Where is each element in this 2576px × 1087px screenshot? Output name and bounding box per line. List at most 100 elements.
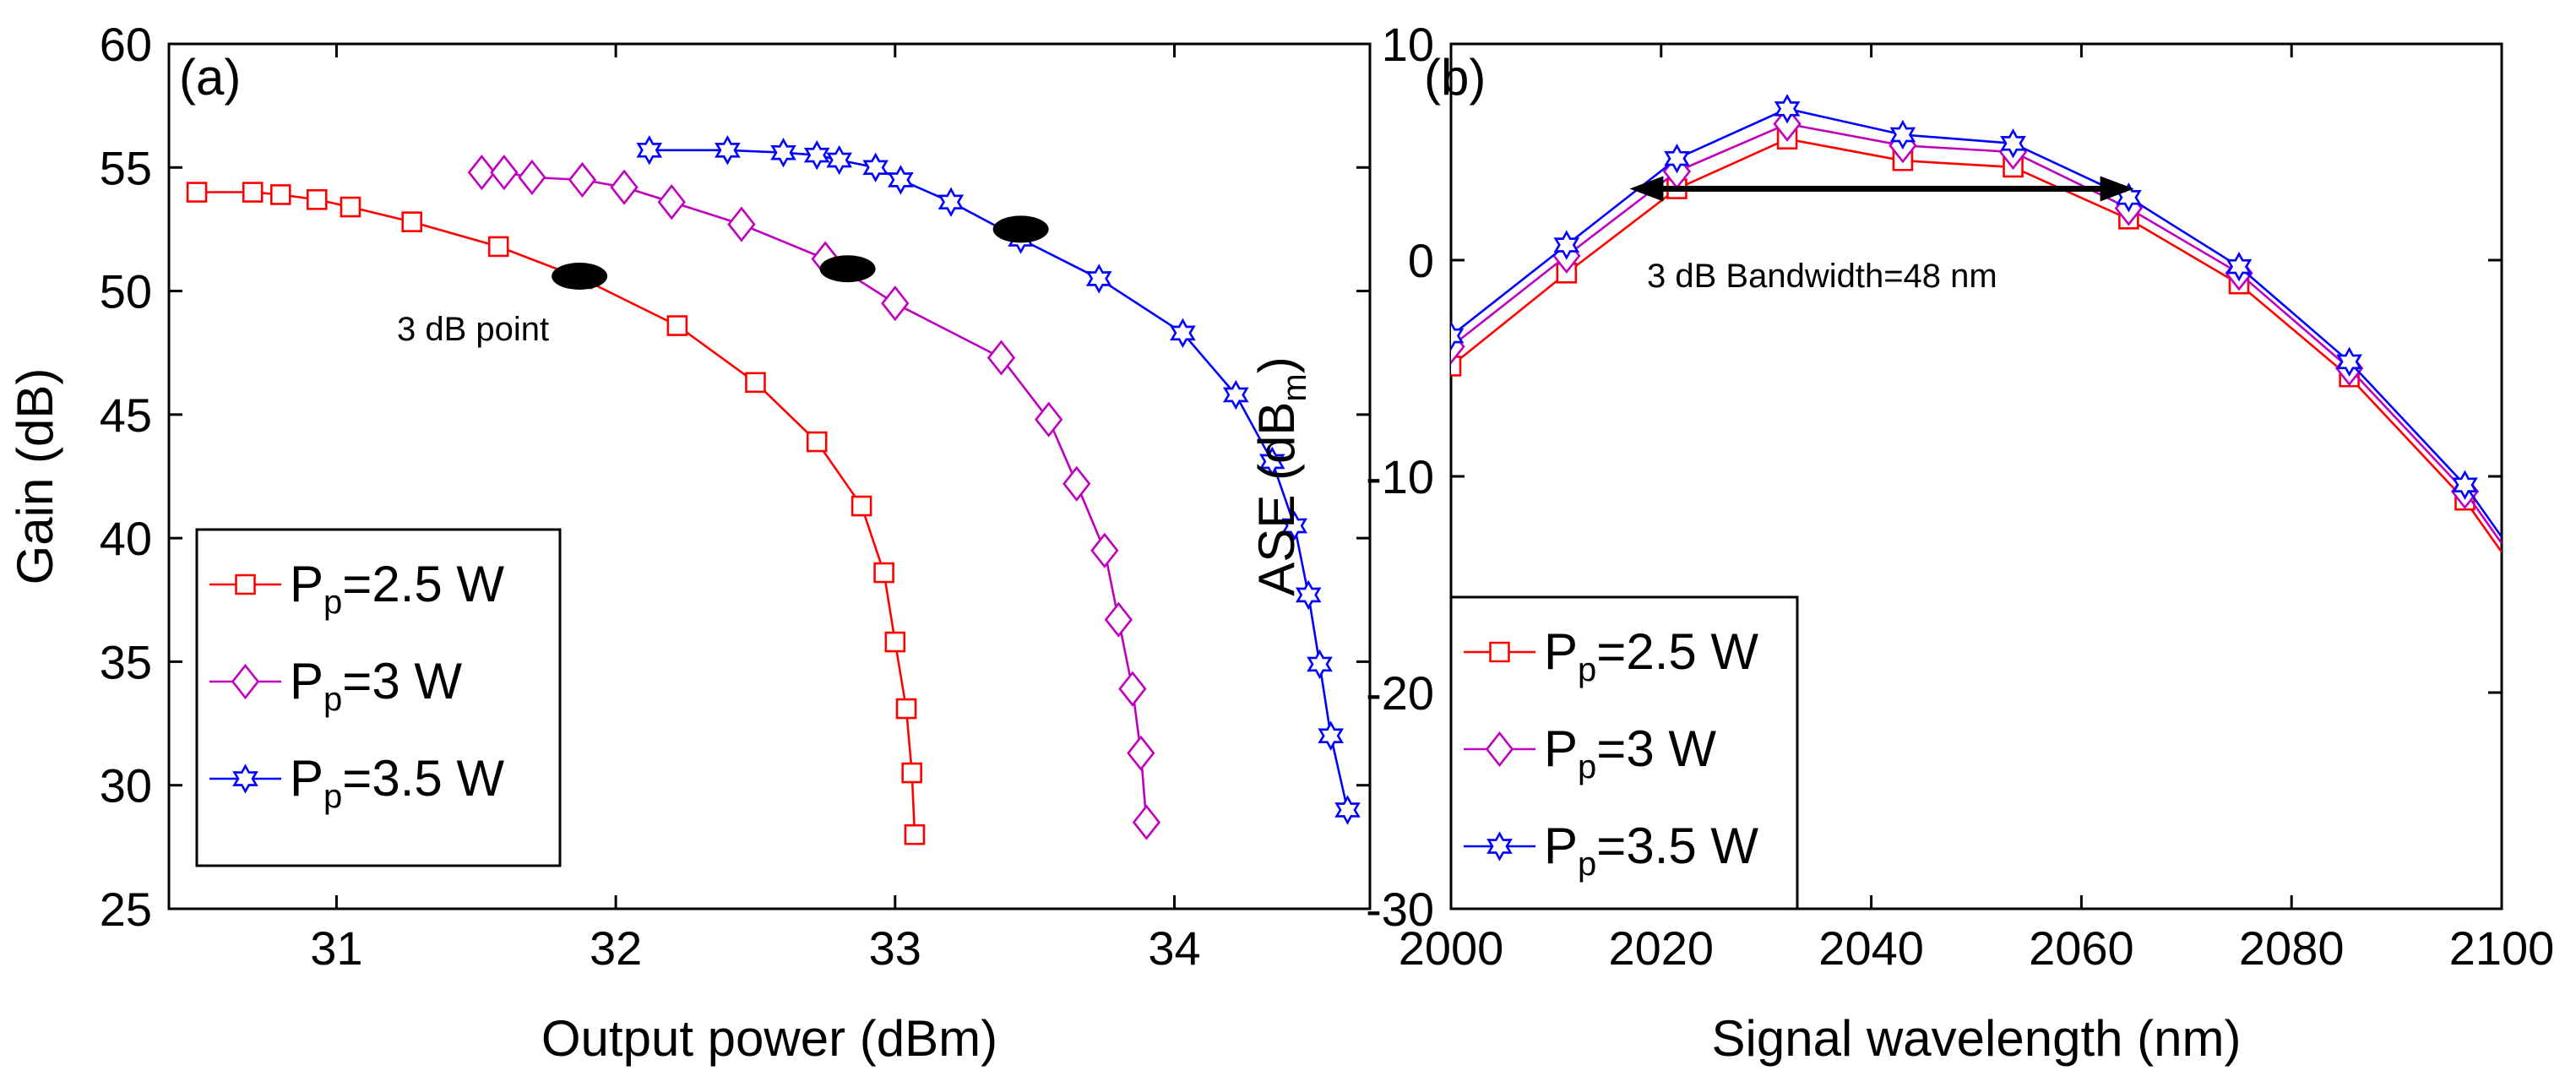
y-tick-label: 25 (100, 883, 152, 936)
data-point-square (884, 631, 906, 653)
y-tick-label: -20 (1366, 666, 1434, 720)
legend-marker-square (1489, 641, 1510, 663)
data-point-star (1222, 379, 1249, 410)
data-point-square (904, 823, 926, 845)
x-tick-label: 2000 (1399, 921, 1504, 975)
data-point-star (2000, 128, 2026, 159)
y-tick-label: 0 (1408, 234, 1434, 287)
legend-entry-1: Pp=2.5 W (290, 556, 504, 621)
x-tick-label: 34 (1148, 921, 1200, 975)
x-tick-label: 33 (869, 921, 921, 975)
data-point-star (1318, 720, 1345, 751)
legend-entry-name: P (290, 556, 323, 612)
y-axis-label: ASE (dBm) (1248, 356, 1313, 595)
data-point-star (2452, 470, 2478, 500)
data-point-square (306, 189, 328, 210)
data-point-square (242, 182, 264, 203)
legend-marker-diamond (1485, 731, 1514, 768)
y-tick-label: 50 (100, 265, 152, 318)
legend-entry-name: P (290, 653, 323, 709)
legend-marker-diamond (231, 663, 260, 700)
data-point-square (487, 236, 509, 258)
data-point-square (340, 196, 361, 218)
legend-entry-subscript: p (1578, 845, 1596, 883)
data-point-star (888, 165, 914, 195)
plot-data (186, 135, 1361, 845)
data-point-star (826, 144, 853, 176)
y-tick-label: 35 (100, 635, 152, 688)
annotation-text: 3 dB Bandwidth=48 nm (1647, 258, 1997, 295)
data-point-diamond (518, 159, 546, 196)
data-point-star (1889, 119, 1916, 150)
data-point-star (1774, 94, 1801, 124)
panel-label: (b) (1424, 49, 1486, 106)
data-point-star (862, 152, 889, 182)
data-point-diamond (568, 161, 597, 198)
bandwidth-arrow-head-right (2100, 176, 2134, 202)
panel-b-ase-vs-wavelength: 2000 2020 2040 2060 2080 2100 -30 -20 -10 0 10 Sign… (1248, 18, 2554, 1067)
data-point-diamond (986, 340, 1016, 376)
legend-entry-value: =3 W (1596, 720, 1716, 777)
legend-entry-value: =3.5 W (1596, 818, 1758, 874)
y-axis-label-text: Gain (dB) (7, 368, 63, 585)
three-db-point-marker (819, 255, 876, 283)
data-point-star (1295, 579, 1322, 611)
y-tick-label: 60 (100, 18, 152, 71)
y-axis-label: Gain (dB) (7, 368, 63, 585)
legend-entry-name: P (1544, 720, 1578, 777)
x-axis-label: Signal wavelength (nm) (1712, 1010, 2242, 1067)
bandwidth-arrow-head-left (1629, 176, 1664, 202)
data-point-square (851, 495, 872, 517)
data-point-diamond (610, 169, 639, 205)
legend-box (195, 528, 562, 867)
data-point-square (901, 762, 922, 784)
data-point-square (895, 698, 917, 720)
x-tick-label: 2060 (2029, 921, 2134, 975)
legend-entry-name: P (1544, 818, 1578, 874)
x-tick-label: 32 (590, 921, 642, 975)
y-tick-label: 45 (100, 389, 152, 442)
legend-entry-value: =3.5 W (342, 750, 504, 807)
data-point-square (401, 211, 423, 232)
legend-entry-subscript: p (323, 681, 342, 718)
y-tick-label: 40 (100, 512, 152, 565)
y-axis-label-close: ) (1248, 356, 1305, 373)
data-point-star (1258, 446, 1285, 477)
data-point-diamond (467, 155, 497, 191)
legend-entry-name: P (1544, 623, 1578, 680)
plot-data (1451, 94, 2502, 553)
data-point-square (745, 372, 766, 394)
data-point-star (2225, 252, 2253, 282)
legend-entry-3: Pp=3.5 W (290, 750, 504, 815)
data-point-star (2336, 346, 2362, 377)
three-db-point-marker (992, 215, 1049, 243)
data-point-square (806, 431, 828, 453)
x-axis-label: Output power (dBm) (541, 1010, 997, 1067)
data-point-star (1553, 230, 1580, 260)
y-axis-label-text: ASE (dB (1248, 402, 1305, 596)
legend-entry-value: =2.5 W (1596, 623, 1758, 680)
legend-entry-2: Pp=3 W (1544, 720, 1716, 785)
data-point-star (1281, 510, 1308, 541)
y-tick-label: -30 (1366, 883, 1434, 936)
data-point-star (1307, 649, 1333, 680)
legend-entry-subscript: p (323, 584, 342, 621)
data-point-star (1451, 320, 1465, 351)
data-point-star (636, 135, 663, 166)
legend-entry-2: Pp=3 W (290, 653, 462, 718)
three-db-point-marker (552, 263, 608, 291)
legend-entry-1: Pp=2.5 W (1544, 623, 1758, 688)
data-point-diamond (1127, 735, 1155, 771)
legend-entry-name: P (290, 750, 323, 807)
data-point-diamond (727, 206, 756, 242)
data-point-diamond (1118, 671, 1147, 707)
legend-marker-square (235, 573, 256, 595)
y-tick-label: 10 (1382, 18, 1434, 71)
y-tick-label: -10 (1366, 450, 1434, 503)
data-point-square (873, 562, 894, 584)
annotation-text: 3 dB point (397, 311, 549, 348)
legend-entry-subscript: p (1578, 651, 1596, 688)
data-point-diamond (1090, 532, 1119, 568)
legend-marker-star (1486, 831, 1513, 861)
